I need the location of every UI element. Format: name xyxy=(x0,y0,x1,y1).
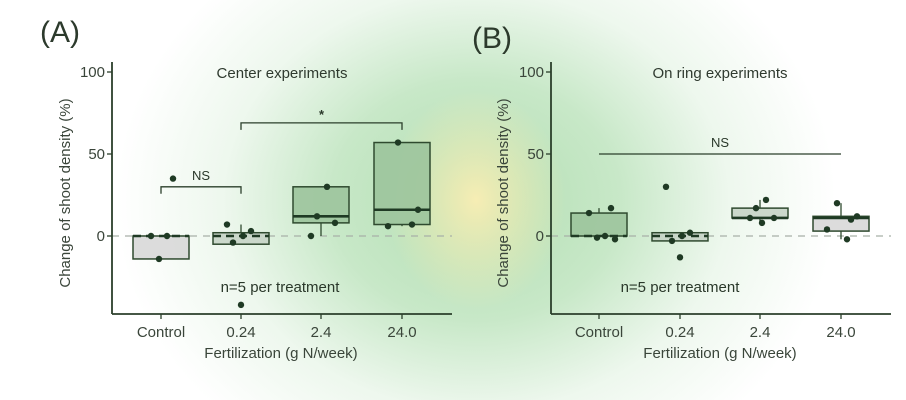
panel-b-ylabel: Change of shoot density (%) xyxy=(495,98,512,287)
x-tick-label: 24.0 xyxy=(826,324,855,341)
data-point xyxy=(762,196,770,204)
x-tick-label: 24.0 xyxy=(387,324,416,341)
data-point xyxy=(163,232,171,240)
panel-a-annotation: n=5 per treatment xyxy=(221,279,341,296)
data-point xyxy=(676,254,684,261)
box-iqr xyxy=(570,212,628,237)
data-point xyxy=(313,213,321,220)
box-Control xyxy=(570,204,628,243)
panel-a-ylabel: Change of shoot density (%) xyxy=(57,98,74,287)
x-tick-label: 0.24 xyxy=(665,324,694,341)
box-0_24 xyxy=(212,221,270,309)
data-point xyxy=(307,232,315,240)
data-point xyxy=(394,139,402,146)
data-point xyxy=(662,183,670,190)
data-point xyxy=(746,214,754,222)
data-point xyxy=(611,236,619,243)
panel-a-label: (A) xyxy=(40,16,80,49)
panel-b-label: (B) xyxy=(472,22,512,55)
significance-label: NS xyxy=(192,168,210,183)
data-point xyxy=(155,255,163,263)
panel-a: (A) Center experiments Change of shoot d… xyxy=(40,16,452,362)
y-tick-label: 50 xyxy=(88,146,105,163)
data-point xyxy=(237,301,245,309)
y-tick-label: 0 xyxy=(97,228,105,245)
data-point xyxy=(414,206,422,213)
panel-b-xlabel: Fertilization (g N/week) xyxy=(643,345,796,362)
data-point xyxy=(247,227,255,235)
significance-line xyxy=(240,122,403,130)
x-tick-label: 2.4 xyxy=(311,324,332,341)
significance-label: * xyxy=(319,107,325,122)
significance-bracket: * xyxy=(240,107,403,130)
data-point xyxy=(668,237,676,245)
data-point xyxy=(601,232,609,240)
box-24_0 xyxy=(373,139,431,230)
x-tick-label: Control xyxy=(575,324,623,341)
significance-bracket: NS xyxy=(160,168,242,194)
panel-a-title: Center experiments xyxy=(217,65,348,82)
data-point xyxy=(843,236,851,243)
y-tick-label: 100 xyxy=(80,64,105,81)
data-point xyxy=(585,209,593,217)
data-point xyxy=(752,204,760,212)
data-point xyxy=(384,222,392,230)
box-Control xyxy=(132,175,190,263)
box-0_24 xyxy=(651,183,709,261)
data-point xyxy=(331,219,339,227)
data-point xyxy=(847,216,855,223)
x-tick-label: 0.24 xyxy=(226,324,255,341)
box-iqr xyxy=(132,235,190,260)
data-point xyxy=(408,221,416,228)
data-point xyxy=(147,232,155,240)
box-24_0 xyxy=(812,200,870,243)
panel-b: (B) On ring experiments Change of shoot … xyxy=(472,22,891,362)
y-tick-label: 100 xyxy=(519,64,544,81)
data-point xyxy=(229,239,237,246)
y-tick-label: 50 xyxy=(527,146,544,163)
data-point xyxy=(823,226,831,233)
box-2_4 xyxy=(292,183,350,240)
panel-b-title: On ring experiments xyxy=(652,65,787,82)
data-point xyxy=(239,232,247,240)
x-tick-label: Control xyxy=(137,324,185,341)
box-iqr xyxy=(373,141,431,226)
data-point xyxy=(223,221,231,228)
data-point xyxy=(607,204,615,212)
data-point xyxy=(686,229,694,236)
data-point xyxy=(758,219,766,227)
data-point xyxy=(593,234,601,241)
x-tick-label: 2.4 xyxy=(750,324,771,341)
y-tick-label: 0 xyxy=(536,228,544,245)
data-point xyxy=(678,232,686,240)
box-2_4 xyxy=(731,196,789,227)
significance-line xyxy=(160,186,242,194)
data-point xyxy=(853,213,861,220)
box-iqr xyxy=(731,207,789,219)
panel-a-xlabel: Fertilization (g N/week) xyxy=(204,345,357,362)
data-point xyxy=(323,183,331,190)
significance-bracket: NS xyxy=(599,135,841,155)
data-point xyxy=(833,200,841,207)
data-point xyxy=(770,214,778,222)
panel-b-annotation: n=5 per treatment xyxy=(621,279,741,296)
data-point xyxy=(169,175,177,182)
significance-label: NS xyxy=(711,135,729,150)
